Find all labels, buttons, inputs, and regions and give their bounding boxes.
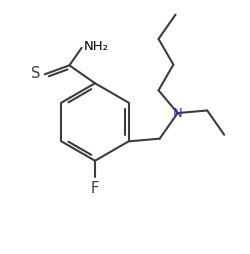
Text: F: F — [91, 181, 99, 196]
Text: NH₂: NH₂ — [84, 40, 108, 53]
Text: S: S — [31, 66, 40, 81]
Text: N: N — [173, 106, 182, 120]
